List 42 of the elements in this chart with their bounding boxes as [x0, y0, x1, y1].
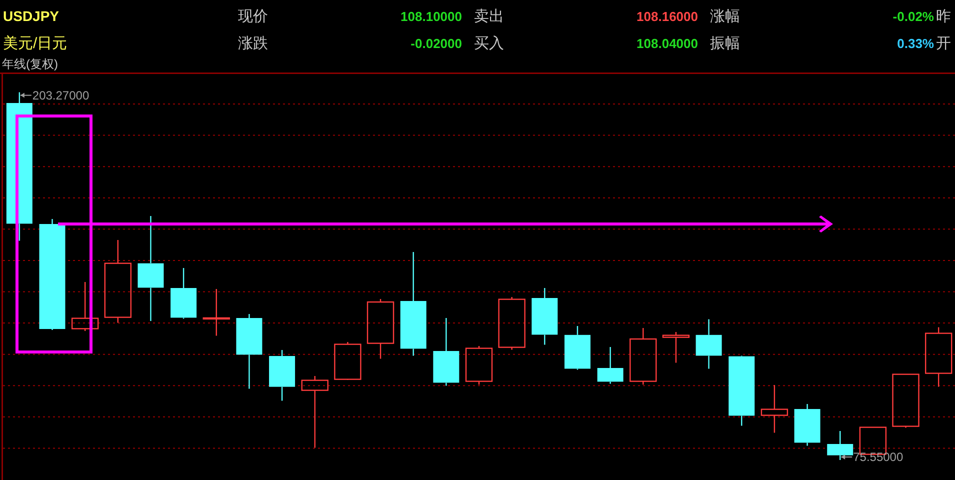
text: 年线(复权) — [2, 57, 58, 71]
candlestick — [269, 349, 296, 402]
candlestick — [301, 375, 328, 448]
candlestick — [71, 281, 99, 332]
candlestick — [564, 325, 590, 370]
candlestick — [532, 287, 558, 346]
chart-title: USDJPY — [3, 8, 60, 24]
candlestick — [662, 331, 690, 364]
candlestick — [794, 403, 820, 446]
text: 108.16000 — [636, 9, 698, 24]
text: 开 — [936, 35, 951, 52]
text: 买入 — [474, 35, 504, 52]
annotation: 203.27000 — [32, 88, 90, 102]
text: 振幅 — [710, 35, 740, 52]
candlestick — [728, 356, 755, 426]
candlestick — [104, 239, 132, 324]
candlestick — [433, 317, 460, 386]
candlestick — [760, 384, 788, 434]
text: 昨 — [936, 8, 951, 25]
text: 现价 — [238, 8, 268, 25]
text: 0.33% — [897, 36, 934, 51]
text: 涨幅 — [710, 8, 740, 25]
text: 涨跌 — [238, 35, 268, 52]
text: -0.02000 — [410, 36, 462, 51]
text: 108.04000 — [636, 36, 698, 51]
candlestick — [924, 326, 952, 388]
candlestick — [170, 267, 197, 320]
candlestick — [138, 215, 164, 322]
candlestick — [202, 288, 230, 336]
candlestick — [400, 251, 426, 356]
candlestick — [597, 346, 624, 384]
annotation: 75.55000 — [853, 450, 904, 464]
candlestick — [827, 430, 854, 461]
candlestick — [366, 298, 394, 360]
text: 卖出 — [474, 8, 504, 25]
candlestick — [630, 327, 657, 386]
text: -0.02% — [892, 9, 934, 24]
text: 108.10000 — [400, 9, 462, 24]
chart-subtitle: 美元/日元 — [3, 35, 68, 52]
candlestick — [696, 318, 722, 370]
candlestick — [236, 313, 262, 390]
candlestick — [39, 218, 66, 331]
